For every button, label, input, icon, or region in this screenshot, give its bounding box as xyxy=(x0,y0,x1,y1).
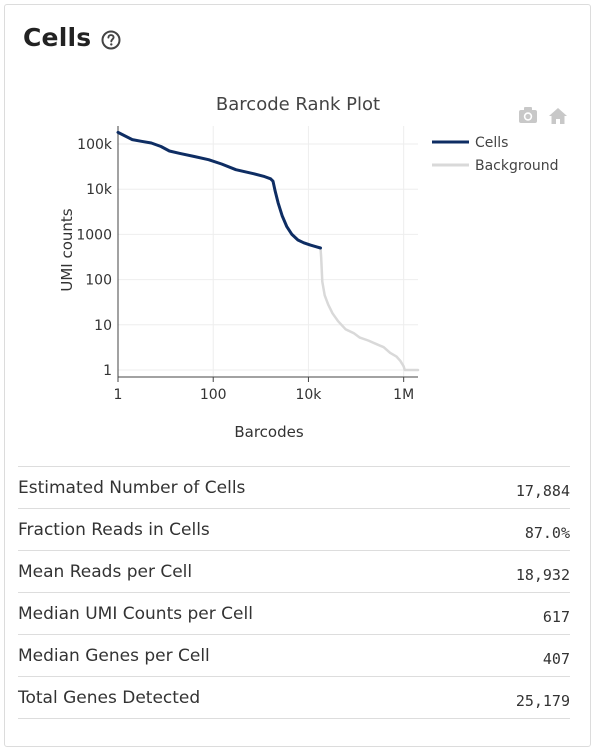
x-tick-label: 10k xyxy=(295,387,322,403)
metric-label: Fraction Reads in Cells xyxy=(18,519,210,540)
metric-value: 87.0% xyxy=(524,523,570,542)
x-axis-label: Barcodes xyxy=(234,423,303,441)
cells-card: Cells xyxy=(4,4,591,747)
metric-value: 407 xyxy=(542,649,570,668)
metric-value: 617 xyxy=(542,607,570,626)
metric-row: Median Genes per Cell 407 xyxy=(18,634,570,676)
metric-row: Fraction Reads in Cells 87.0% xyxy=(18,508,570,550)
metric-label: Mean Reads per Cell xyxy=(18,561,193,582)
series-line-background xyxy=(319,246,420,372)
grid xyxy=(117,126,418,378)
metric-row: Median UMI Counts per Cell 617 xyxy=(18,592,570,634)
metric-value: 17,884 xyxy=(515,481,570,500)
metric-value: 25,179 xyxy=(515,691,570,710)
home-icon[interactable] xyxy=(549,108,567,124)
y-tick-label: 1000 xyxy=(76,227,112,243)
camera-icon[interactable] xyxy=(519,107,537,123)
metric-row: Mean Reads per Cell 18,932 xyxy=(18,550,570,592)
question-circle-icon[interactable] xyxy=(101,30,121,50)
metric-label: Median Genes per Cell xyxy=(18,645,210,666)
y-tick-label: 100 xyxy=(85,273,112,289)
metric-label: Median UMI Counts per Cell xyxy=(18,603,253,624)
barcode-rank-plot: Barcode Rank Plot 1 100 10k 1M 1 10 100 1000 10… xyxy=(58,94,567,441)
metric-label: Total Genes Detected xyxy=(18,687,201,708)
legend-label-background: Background xyxy=(475,158,559,174)
legend: Cells Background xyxy=(432,135,559,174)
x-axis: 1 100 10k 1M xyxy=(114,377,414,403)
series-line-cells xyxy=(116,130,322,250)
card-header: Cells xyxy=(23,23,121,52)
y-tick-label: 10k xyxy=(86,182,113,198)
x-tick-label: 1 xyxy=(114,387,123,403)
card-title: Cells xyxy=(23,23,92,52)
y-tick-label: 10 xyxy=(94,318,112,334)
x-tick-label: 1M xyxy=(393,387,414,403)
metrics-table: Estimated Number of Cells 17,884 Fraction … xyxy=(18,466,570,719)
y-axis: 1 10 100 1000 10k 100k xyxy=(76,137,113,379)
metric-value: 18,932 xyxy=(515,565,570,584)
x-tick-label: 100 xyxy=(200,387,227,403)
legend-label-cells: Cells xyxy=(475,135,508,151)
y-axis-label: UMI counts xyxy=(58,208,76,291)
series-lines xyxy=(116,130,420,372)
chart-title: Barcode Rank Plot xyxy=(216,94,380,115)
metric-row: Total Genes Detected 25,179 xyxy=(18,676,570,719)
metric-label: Estimated Number of Cells xyxy=(18,477,246,498)
y-tick-label: 1 xyxy=(103,363,112,379)
y-tick-label: 100k xyxy=(77,137,113,153)
metric-row: Estimated Number of Cells 17,884 xyxy=(18,466,570,508)
